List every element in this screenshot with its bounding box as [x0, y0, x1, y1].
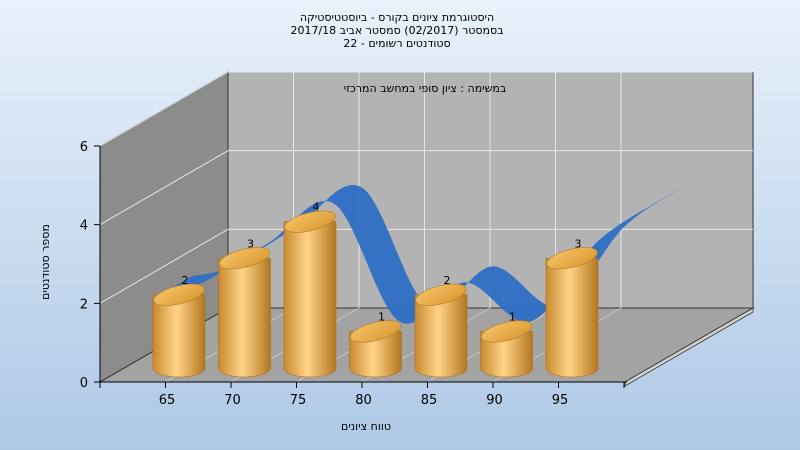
- x-tick-label: 80: [355, 393, 372, 408]
- bar-cap: [284, 210, 336, 233]
- y-tick-label: 6: [80, 140, 88, 155]
- bar-body: [545, 257, 599, 378]
- bar-data-label: 2: [182, 274, 189, 287]
- bar-data-label: 2: [444, 274, 451, 287]
- bar: [349, 320, 402, 378]
- axes-group: 0 2 4 6 65 70 75 80 85 90 95: [80, 140, 627, 408]
- x-axis-title: טווח ציונים: [341, 420, 391, 433]
- side-gridline: [99, 228, 229, 304]
- bar-body: [414, 294, 468, 378]
- bar-data-label: 1: [378, 310, 385, 323]
- bar: [545, 247, 599, 378]
- y-tick-label: 2: [80, 297, 88, 312]
- bar-body: [152, 294, 206, 378]
- x-tick-label: 65: [159, 393, 176, 408]
- x-tick-label: 95: [552, 393, 569, 408]
- bar-data-label: 4: [313, 201, 320, 214]
- x-tick-label: 85: [421, 393, 438, 408]
- x-tick-label: 90: [486, 393, 503, 408]
- bar-cap: [349, 320, 402, 343]
- bar-body: [218, 257, 271, 378]
- bar: [283, 210, 337, 378]
- bar: [480, 320, 533, 378]
- chart-title-line-2: בסמסטר (02/2017) סמסטר אביב 2017/18: [290, 24, 503, 37]
- y-tick-label: 4: [80, 219, 88, 234]
- bar-cap: [153, 283, 205, 306]
- side-gridline: [99, 71, 229, 147]
- bar-cap: [415, 283, 467, 306]
- y-tick-label: 0: [80, 376, 88, 391]
- bar-body: [480, 331, 533, 378]
- bar: [218, 247, 271, 378]
- bar-data-label: 3: [575, 237, 582, 250]
- side-gridline: [99, 150, 229, 226]
- bar: [414, 283, 468, 378]
- bar-body: [283, 221, 337, 378]
- bars-group: 2 3 4 1 2 1 3: [152, 201, 599, 378]
- bar-cap: [546, 247, 598, 270]
- y-axis-title: מספר סטודנטים: [39, 224, 52, 300]
- chart-title-line-1: היסטוגרמת ציונים בקורס - ביוסטטיסטיקה: [300, 11, 494, 24]
- bar-cap: [218, 247, 271, 270]
- bar-data-label: 3: [247, 237, 254, 250]
- bar: [152, 283, 206, 378]
- chart-title-line-3: סטודנטים רשומים - 22: [343, 37, 450, 50]
- bar-data-label: 1: [509, 310, 516, 323]
- floor-edge: [624, 307, 754, 387]
- chart-subtitle: במשימה : ציון סופי במחשב המרכזי: [344, 82, 507, 95]
- bar-body: [349, 331, 402, 378]
- x-tick-label: 75: [290, 393, 307, 408]
- bar-cap: [480, 320, 533, 343]
- x-tick-label: 70: [224, 393, 241, 408]
